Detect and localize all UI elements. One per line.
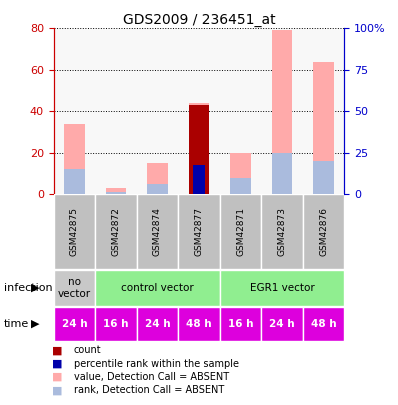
Bar: [64, 169, 85, 194]
Bar: [105, 192, 126, 194]
Bar: [137, 307, 178, 341]
Bar: [220, 194, 261, 269]
Text: 48 h: 48 h: [311, 319, 336, 329]
Text: GDS2009 / 236451_at: GDS2009 / 236451_at: [123, 13, 275, 27]
Bar: [271, 153, 293, 194]
Bar: [147, 184, 168, 194]
Bar: [95, 307, 137, 341]
Bar: [189, 103, 209, 194]
Text: rank, Detection Call = ABSENT: rank, Detection Call = ABSENT: [74, 386, 224, 395]
Text: 16 h: 16 h: [228, 319, 253, 329]
Bar: [271, 30, 293, 194]
Text: 24 h: 24 h: [145, 319, 170, 329]
Text: GSM42876: GSM42876: [319, 207, 328, 256]
Bar: [230, 153, 251, 194]
Text: ■: ■: [52, 359, 62, 369]
Text: GSM42871: GSM42871: [236, 207, 245, 256]
Bar: [220, 270, 344, 306]
Bar: [64, 124, 85, 194]
Text: GSM42877: GSM42877: [195, 207, 203, 256]
Bar: [54, 270, 95, 306]
Bar: [178, 307, 220, 341]
Text: ■: ■: [52, 386, 62, 395]
Bar: [54, 194, 95, 269]
Text: ■: ■: [52, 372, 62, 382]
Bar: [137, 194, 178, 269]
Text: value, Detection Call = ABSENT: value, Detection Call = ABSENT: [74, 372, 229, 382]
Text: count: count: [74, 345, 101, 355]
Text: control vector: control vector: [121, 283, 194, 293]
Bar: [178, 194, 220, 269]
Bar: [147, 163, 168, 194]
Text: 24 h: 24 h: [62, 319, 87, 329]
Text: ▶: ▶: [31, 319, 39, 329]
Bar: [313, 161, 334, 194]
Text: GSM42872: GSM42872: [111, 207, 121, 256]
Bar: [95, 270, 220, 306]
Text: EGR1 vector: EGR1 vector: [250, 283, 314, 293]
Bar: [105, 188, 126, 194]
Bar: [193, 165, 205, 194]
Text: ■: ■: [52, 345, 62, 355]
Text: GSM42874: GSM42874: [153, 207, 162, 256]
Text: percentile rank within the sample: percentile rank within the sample: [74, 359, 239, 369]
Bar: [303, 194, 344, 269]
Text: infection: infection: [4, 283, 53, 293]
Bar: [230, 178, 251, 194]
Text: ▶: ▶: [31, 283, 39, 293]
Bar: [95, 194, 137, 269]
Bar: [189, 165, 209, 194]
Text: 48 h: 48 h: [186, 319, 212, 329]
Bar: [261, 194, 303, 269]
Bar: [220, 307, 261, 341]
Bar: [54, 307, 95, 341]
Bar: [313, 62, 334, 194]
Text: GSM42873: GSM42873: [277, 207, 287, 256]
Text: 24 h: 24 h: [269, 319, 295, 329]
Bar: [303, 307, 344, 341]
Bar: [189, 105, 209, 194]
Text: time: time: [4, 319, 29, 329]
Text: GSM42875: GSM42875: [70, 207, 79, 256]
Text: no
vector: no vector: [58, 277, 91, 299]
Text: 16 h: 16 h: [103, 319, 129, 329]
Bar: [261, 307, 303, 341]
